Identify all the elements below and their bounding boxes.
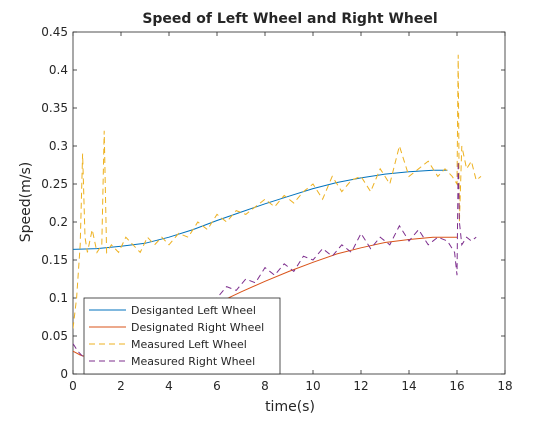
series-line-3	[73, 54, 482, 329]
y-tick-label: 0.3	[49, 139, 68, 153]
legend-label: Desiganted Left Wheel	[131, 304, 256, 317]
y-axis-label: Speed(m/s)	[18, 162, 34, 242]
x-tick-label: 14	[401, 379, 416, 393]
y-tick-label: 0.35	[41, 101, 68, 115]
y-tick-label: 0.05	[41, 329, 68, 343]
x-tick-label: 6	[213, 379, 221, 393]
x-tick-label: 12	[353, 379, 368, 393]
plot-layer: 0 2 4 6 8 10 12 14 16 18 0 0.05 0.1 0.15 0.2 0.25 0.3 0.3…	[41, 25, 512, 393]
y-tick-label: 0.1	[49, 291, 68, 305]
y-tick-label: 0.2	[49, 215, 68, 229]
legend-label: Measured Right Wheel	[131, 355, 255, 368]
x-tick-label: 16	[449, 379, 464, 393]
y-tick-label: 0.25	[41, 177, 68, 191]
legend: Desiganted Left Wheel Designated Right Wh…	[83, 297, 281, 375]
y-tick-label: 0.15	[41, 253, 68, 267]
chart-title: Speed of Left Wheel and Right Wheel	[142, 11, 437, 27]
y-tick-label: 0.45	[41, 25, 68, 39]
legend-label: Measured Left Wheel	[131, 338, 247, 351]
y-tick-label: 0.4	[49, 63, 68, 77]
x-tick-label: 8	[261, 379, 269, 393]
x-tick-label: 18	[497, 379, 512, 393]
x-tick-label: 0	[69, 379, 77, 393]
x-tick-label: 10	[305, 379, 320, 393]
x-axis-label: time(s)	[265, 399, 315, 415]
legend-box	[83, 297, 281, 375]
legend-label: Designated Right Wheel	[131, 321, 264, 334]
x-tick-label: 4	[165, 379, 173, 393]
y-tick-label: 0	[60, 367, 68, 381]
x-tick-label: 2	[117, 379, 125, 393]
